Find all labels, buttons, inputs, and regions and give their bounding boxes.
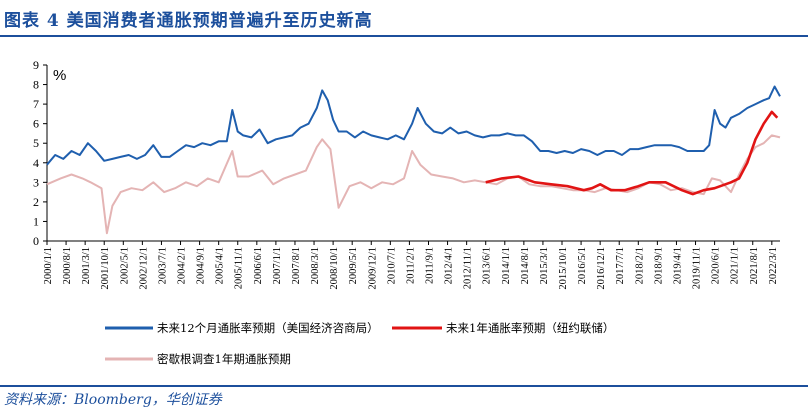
x-tick-label: 2016/5/1 xyxy=(577,247,588,284)
y-tick-label: 6 xyxy=(33,117,39,131)
x-tick-label: 2014/8/1 xyxy=(520,247,531,284)
unit-label: % xyxy=(53,67,66,84)
y-tick-label: 9 xyxy=(33,58,39,72)
x-tick-label: 2020/6/1 xyxy=(711,247,722,284)
x-tick-label: 2019/4/1 xyxy=(672,247,683,284)
x-tick-label: 2002/5/1 xyxy=(119,247,130,284)
x-tick-label: 2019/11/1 xyxy=(692,247,703,289)
legend-label-1: 未来1年通胀率预期（纽约联储） xyxy=(446,321,614,335)
line-chart: 0 1 2 3 4 5 6 7 8 9% 2000/1/1 2000/8/1 2001/3/1 2001/… xyxy=(33,58,781,366)
x-tick-label: 2021/8/1 xyxy=(749,247,760,284)
x-tick-label: 2005/11/1 xyxy=(234,247,245,289)
x-tick-label: 2000/8/1 xyxy=(62,247,73,284)
x-tick-label: 2009/5/1 xyxy=(348,247,359,284)
x-tick-label: 2008/10/1 xyxy=(329,247,340,290)
series-line-1 xyxy=(485,110,779,196)
x-tick-label: 2003/7/1 xyxy=(157,247,168,284)
legend-label-2: 密歇根调查1年期通胀预期 xyxy=(157,352,291,366)
x-tick-label: 2017/7/1 xyxy=(615,247,626,284)
series-line-0 xyxy=(46,85,781,166)
x-tick-label: 2010/7/1 xyxy=(386,247,397,284)
chart-series xyxy=(46,85,781,235)
x-tick-label: 2018/2/1 xyxy=(634,247,645,284)
x-tick-label: 2006/6/1 xyxy=(253,247,264,284)
x-tick-label: 2007/1/1 xyxy=(272,247,283,284)
footer-rule xyxy=(0,385,808,387)
figure-header: 图表 4 美国消费者通胀预期普遍升至历史新高 xyxy=(0,0,808,34)
x-tick-label: 2004/2/1 xyxy=(177,247,188,284)
x-tick-label: 2000/1/1 xyxy=(43,247,54,284)
x-tick-label: 2012/11/1 xyxy=(463,247,474,289)
y-tick-label: 8 xyxy=(33,78,39,92)
legend-label-0: 未来12个月通胀率预期（美国经济咨商局） xyxy=(157,321,379,335)
x-tick-label: 2015/10/1 xyxy=(558,247,569,290)
y-tick-label: 1 xyxy=(33,214,39,228)
x-tick-label: 2013/6/1 xyxy=(482,247,493,284)
y-tick-label: 7 xyxy=(33,97,39,111)
x-tick-label: 2008/3/1 xyxy=(310,247,321,284)
y-tick-label: 3 xyxy=(33,175,39,189)
x-tick-label: 2002/12/1 xyxy=(138,247,149,290)
x-tick-label: 2009/12/1 xyxy=(367,247,378,290)
chart-axes: 0 1 2 3 4 5 6 7 8 9% 2000/1/1 2000/8/1 2001/3/1 2001/… xyxy=(33,58,780,290)
x-tick-label: 2001/3/1 xyxy=(81,247,92,284)
x-tick-label: 2015/3/1 xyxy=(539,247,550,284)
y-tick-label: 2 xyxy=(33,195,39,209)
x-tick-label: 2011/9/1 xyxy=(424,247,435,284)
x-tick-label: 2005/4/1 xyxy=(215,247,226,284)
header-rule xyxy=(0,35,808,37)
source-note: 资料来源：Bloomberg，华创证券 xyxy=(4,392,222,408)
x-tick-label: 2007/8/1 xyxy=(291,247,302,284)
series-line-2 xyxy=(46,134,781,235)
y-tick-label: 0 xyxy=(33,234,39,248)
x-tick-label: 2016/12/1 xyxy=(596,247,607,290)
x-tick-label: 2011/2/1 xyxy=(405,247,416,284)
x-tick-label: 2022/3/1 xyxy=(768,247,779,284)
x-tick-label: 2004/9/1 xyxy=(196,247,207,284)
chart-legend: 未来12个月通胀率预期（美国经济咨商局） 未来1年通胀率预期（纽约联储） 密歇根调查… xyxy=(105,321,614,366)
figure-title: 图表 4 美国消费者通胀预期普遍升至历史新高 xyxy=(4,11,373,31)
x-tick-label: 2018/9/1 xyxy=(653,247,664,284)
x-tick-label: 2014/1/1 xyxy=(501,247,512,284)
y-tick-label: 5 xyxy=(33,136,39,150)
y-tick-label: 4 xyxy=(33,156,39,170)
x-tick-label: 2021/1/1 xyxy=(730,247,741,284)
x-tick-label: 2001/10/1 xyxy=(100,247,111,290)
x-tick-label: 2012/4/1 xyxy=(444,247,455,284)
